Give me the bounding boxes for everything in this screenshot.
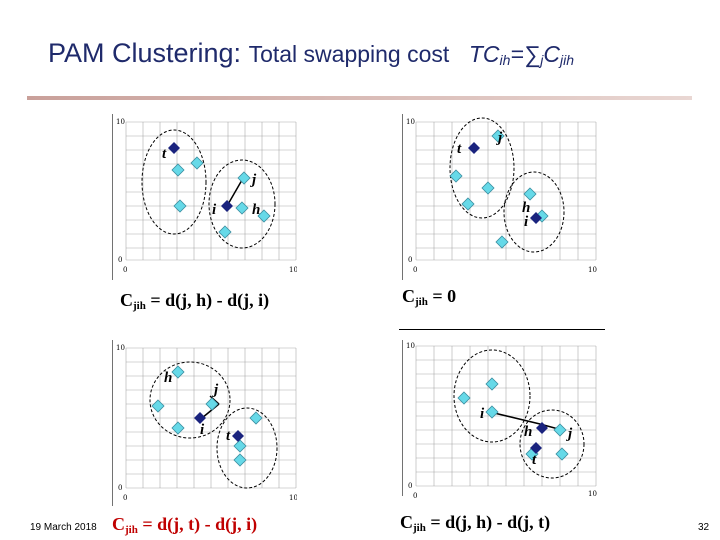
svg-text:0: 0: [408, 256, 412, 264]
svg-text:10: 10: [289, 494, 297, 502]
p4-label-i: i: [480, 406, 485, 422]
svg-text:0: 0: [413, 266, 417, 274]
panel-2-formula: Cjih = 0: [402, 286, 457, 308]
title-sub: Total swapping cost: [248, 41, 450, 67]
p2-label-t: t: [457, 141, 462, 157]
svg-text:10: 10: [116, 118, 125, 126]
svg-text:0: 0: [123, 494, 127, 502]
panel-1-plot: 10 0 0 10 t j i h: [112, 112, 297, 282]
panel-3-formula: Cjih = d(j, t) - d(j, i): [112, 514, 258, 536]
svg-text:10: 10: [116, 344, 125, 352]
svg-text:10: 10: [289, 266, 297, 274]
p1-label-i: i: [212, 202, 217, 218]
p1-label-j: j: [250, 172, 257, 188]
svg-text:0: 0: [408, 482, 412, 490]
panel-2-plot: 10 0 0 10 t j h i: [402, 112, 597, 282]
svg-text:10: 10: [406, 118, 415, 126]
p4-label-j: j: [566, 426, 573, 442]
panel-2-divider: [399, 329, 605, 330]
title-underline: [27, 96, 692, 100]
title-main: PAM Clustering:: [48, 38, 242, 68]
p3-label-h: h: [164, 370, 172, 386]
svg-text:0: 0: [123, 266, 127, 274]
p3-label-i: i: [200, 422, 205, 438]
p1-label-t: t: [162, 146, 167, 162]
page-title: PAM Clustering: Total swapping cost TCih…: [48, 38, 574, 69]
p3-label-t: t: [226, 428, 231, 444]
p2-label-i: i: [524, 214, 529, 230]
svg-text:10: 10: [406, 342, 415, 350]
panel-4-plot: 10 0 0 10 i h j t: [402, 338, 602, 498]
p1-label-h: h: [252, 202, 260, 218]
title-formula: TCih=∑jCjih: [468, 41, 575, 68]
p2-label-h: h: [522, 200, 530, 216]
svg-text:0: 0: [118, 256, 122, 264]
svg-text:0: 0: [118, 484, 122, 492]
p2-label-j: j: [496, 130, 503, 146]
svg-text:10: 10: [588, 266, 597, 274]
footer-date: 19 March 2018: [30, 522, 97, 533]
panel-3-plot: 10 0 0 10 h j i t: [112, 338, 297, 508]
svg-text:0: 0: [413, 492, 417, 498]
p4-label-t: t: [532, 452, 537, 468]
panel-1-formula: Cjih = d(j, h) - d(j, i): [120, 290, 270, 312]
p3-label-j: j: [212, 382, 219, 398]
panel-4-formula: Cjih = d(j, h) - d(j, t): [400, 512, 551, 534]
p4-label-h: h: [524, 424, 532, 440]
footer-page-number: 32: [698, 522, 710, 533]
svg-text:10: 10: [588, 490, 597, 498]
